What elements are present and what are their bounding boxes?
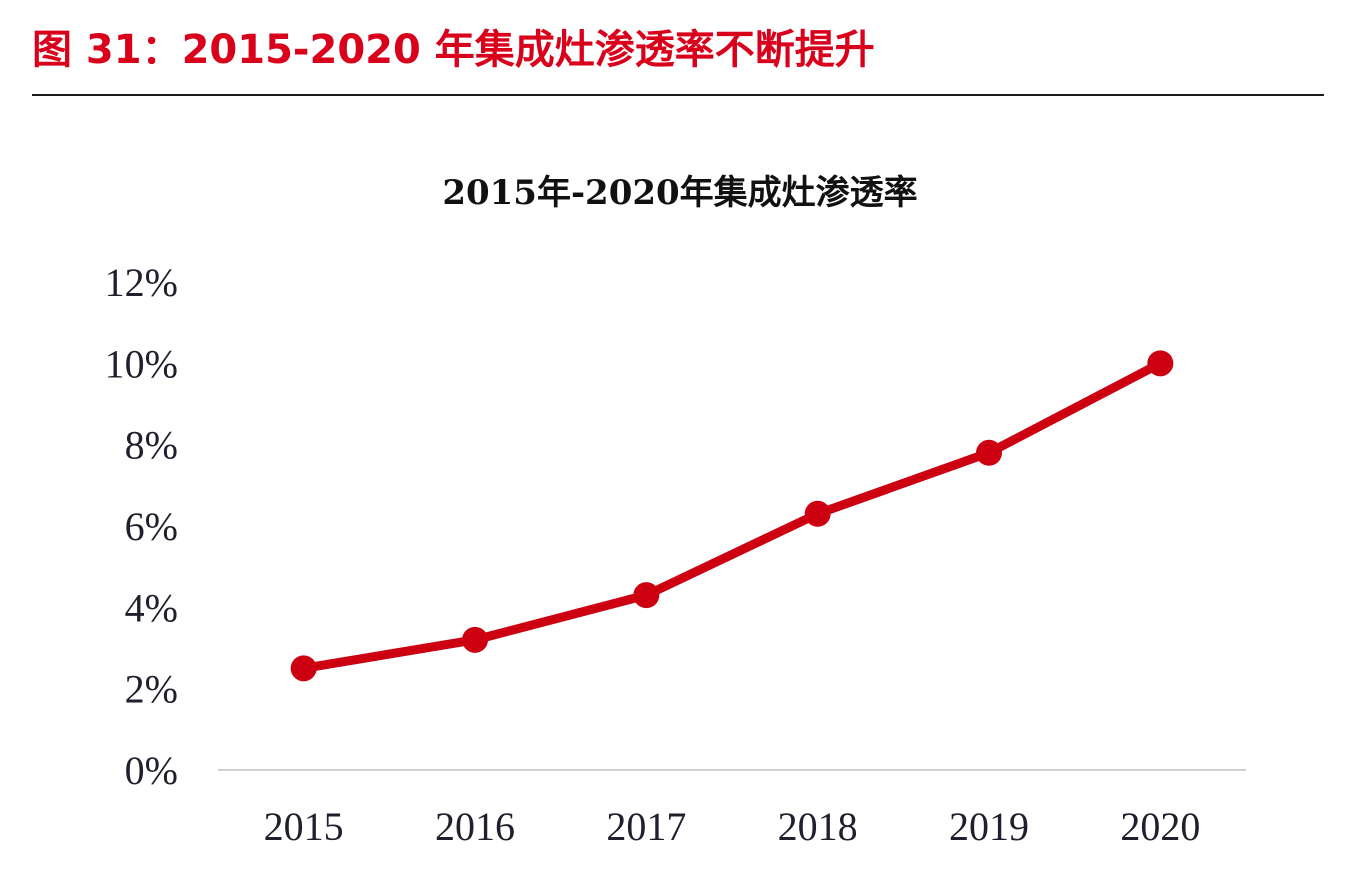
- y-tick-label: 4%: [125, 585, 178, 630]
- y-axis-tick-labels: 0% 2% 4% 6% 8% 10% 12%: [105, 260, 178, 793]
- data-point-2020: [1147, 350, 1174, 377]
- data-point-2019: [976, 439, 1002, 466]
- x-tick-label: 2015: [264, 804, 344, 849]
- figure-title: 图 31：2015-2020 年集成灶渗透率不断提升: [32, 27, 875, 73]
- x-tick-label: 2016: [435, 804, 515, 849]
- y-tick-label: 10%: [105, 341, 178, 386]
- x-axis-tick-labels: 2015 2016 2017 2018 2019 2020: [264, 804, 1201, 849]
- chart-title: 2015年-2020年集成灶渗透率: [442, 173, 917, 213]
- data-point-2017: [633, 582, 660, 609]
- x-tick-label: 2018: [778, 804, 858, 849]
- data-point-2016: [462, 626, 488, 653]
- y-tick-label: 8%: [125, 423, 178, 468]
- series-group: [290, 350, 1174, 682]
- series-line: [299, 358, 1165, 673]
- y-tick-label: 2%: [125, 667, 178, 712]
- x-tick-label: 2017: [606, 804, 686, 849]
- data-point-2018: [804, 500, 831, 527]
- title-divider: [32, 94, 1324, 96]
- y-tick-label: 6%: [125, 504, 178, 549]
- x-tick-label: 2020: [1120, 804, 1200, 849]
- x-tick-label: 2019: [949, 804, 1029, 849]
- data-point-2015: [290, 655, 317, 682]
- y-tick-label: 12%: [105, 260, 178, 305]
- y-tick-label: 0%: [125, 748, 178, 793]
